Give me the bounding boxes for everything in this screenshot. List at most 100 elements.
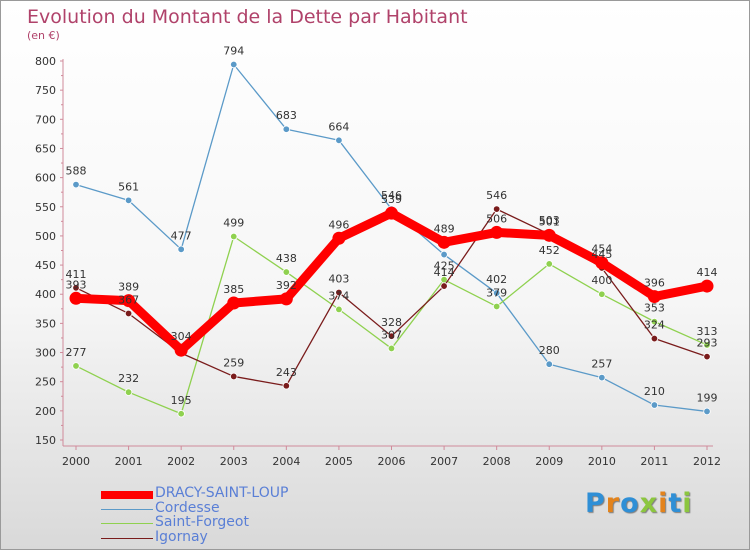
data-label: 304 (171, 330, 192, 343)
data-point (598, 373, 606, 382)
y-tick-label: 650 (35, 142, 56, 155)
data-label: 683 (276, 109, 297, 122)
x-tick-label: 2003 (220, 455, 248, 468)
legend-swatch-igornay (101, 538, 153, 539)
y-tick-label: 350 (35, 317, 56, 330)
data-label: 402 (486, 273, 507, 286)
y-tick-label: 700 (35, 113, 56, 126)
logo-letter: x (639, 488, 659, 519)
data-label: 396 (644, 277, 665, 290)
data-point (700, 279, 714, 293)
x-tick-label: 2009 (535, 455, 563, 468)
data-label: 499 (223, 217, 244, 230)
data-label: 280 (539, 344, 560, 357)
data-label: 307 (381, 328, 402, 341)
data-point (490, 225, 504, 239)
x-tick-label: 2008 (483, 455, 511, 468)
data-label: 452 (539, 244, 560, 257)
logo-letter: t (668, 488, 683, 519)
data-point (542, 228, 556, 242)
data-label: 414 (697, 266, 718, 279)
x-tick-label: 2000 (62, 455, 90, 468)
data-label: 374 (328, 289, 349, 302)
data-label: 400 (591, 274, 612, 287)
data-label: 414 (434, 266, 455, 279)
data-label: 210 (644, 385, 665, 398)
x-tick-label: 2002 (167, 455, 195, 468)
data-point (230, 232, 238, 241)
data-label: 293 (697, 337, 718, 350)
y-tick-label: 400 (35, 288, 56, 301)
data-point (387, 344, 396, 353)
data-point (387, 332, 396, 340)
data-point (124, 309, 133, 318)
data-label: 411 (66, 268, 87, 281)
data-point (230, 60, 238, 69)
data-point (124, 388, 133, 396)
data-point (177, 410, 185, 418)
data-label: 392 (276, 279, 297, 292)
x-tick-label: 2012 (693, 455, 721, 468)
unit-label: (en €) (27, 29, 60, 42)
data-point (72, 362, 80, 370)
data-point (282, 382, 291, 390)
data-label: 257 (591, 358, 612, 371)
data-point (230, 372, 238, 381)
legend-label-cordesse: Cordesse (155, 500, 220, 516)
data-point (545, 260, 553, 268)
legend-label-igornay: Igornay (155, 529, 208, 545)
data-point (122, 294, 136, 308)
x-tick-label: 2007 (430, 455, 458, 468)
data-label: 313 (697, 325, 718, 338)
data-point (69, 291, 83, 305)
y-tick-label: 500 (35, 230, 56, 243)
data-point (227, 296, 241, 310)
logo-letter: r (605, 488, 621, 519)
data-point (72, 284, 80, 292)
data-point (650, 317, 659, 326)
data-label: 438 (276, 252, 297, 265)
logo-letter: P (585, 488, 606, 519)
legend-label-dracy: DRACY-SAINT-LOUP (155, 485, 289, 501)
y-tick-label: 550 (35, 201, 56, 214)
data-label: 501 (539, 215, 560, 228)
y-tick-label: 800 (35, 55, 56, 68)
y-tick-label: 250 (35, 376, 56, 389)
data-label: 496 (328, 218, 349, 231)
legend-label-saint-forgeot: Saint-Forgeot (155, 514, 249, 530)
data-point (598, 290, 606, 298)
data-label: 561 (118, 180, 139, 193)
data-point (545, 360, 553, 368)
data-label: 324 (644, 319, 665, 332)
logo-letter: o (620, 488, 640, 519)
data-point (440, 250, 448, 259)
data-label: 489 (434, 222, 455, 235)
y-tick-label: 200 (35, 405, 56, 418)
legend-swatch-saint-forgeot (101, 523, 153, 524)
data-point (282, 125, 291, 133)
data-label: 506 (486, 212, 507, 225)
data-point (279, 292, 293, 306)
data-label: 445 (591, 248, 612, 261)
data-point (595, 256, 609, 270)
data-label: 277 (66, 346, 87, 359)
y-tick-label: 150 (35, 434, 56, 447)
y-tick-label: 450 (35, 259, 56, 272)
x-tick-label: 2005 (325, 455, 353, 468)
data-point (177, 245, 185, 254)
data-label: 389 (118, 281, 139, 294)
data-label: 794 (223, 44, 244, 57)
data-label: 425 (434, 260, 455, 273)
chart-title: Evolution du Montant de la Dette par Hab… (27, 6, 468, 28)
logo-letter: i (658, 488, 669, 519)
data-label: 379 (486, 286, 507, 299)
data-point (335, 136, 343, 144)
data-point (332, 231, 346, 245)
data-point (703, 352, 711, 361)
x-tick-label: 2004 (272, 455, 300, 468)
data-point (335, 288, 343, 297)
data-label: 195 (171, 394, 192, 407)
data-label: 393 (66, 278, 87, 291)
